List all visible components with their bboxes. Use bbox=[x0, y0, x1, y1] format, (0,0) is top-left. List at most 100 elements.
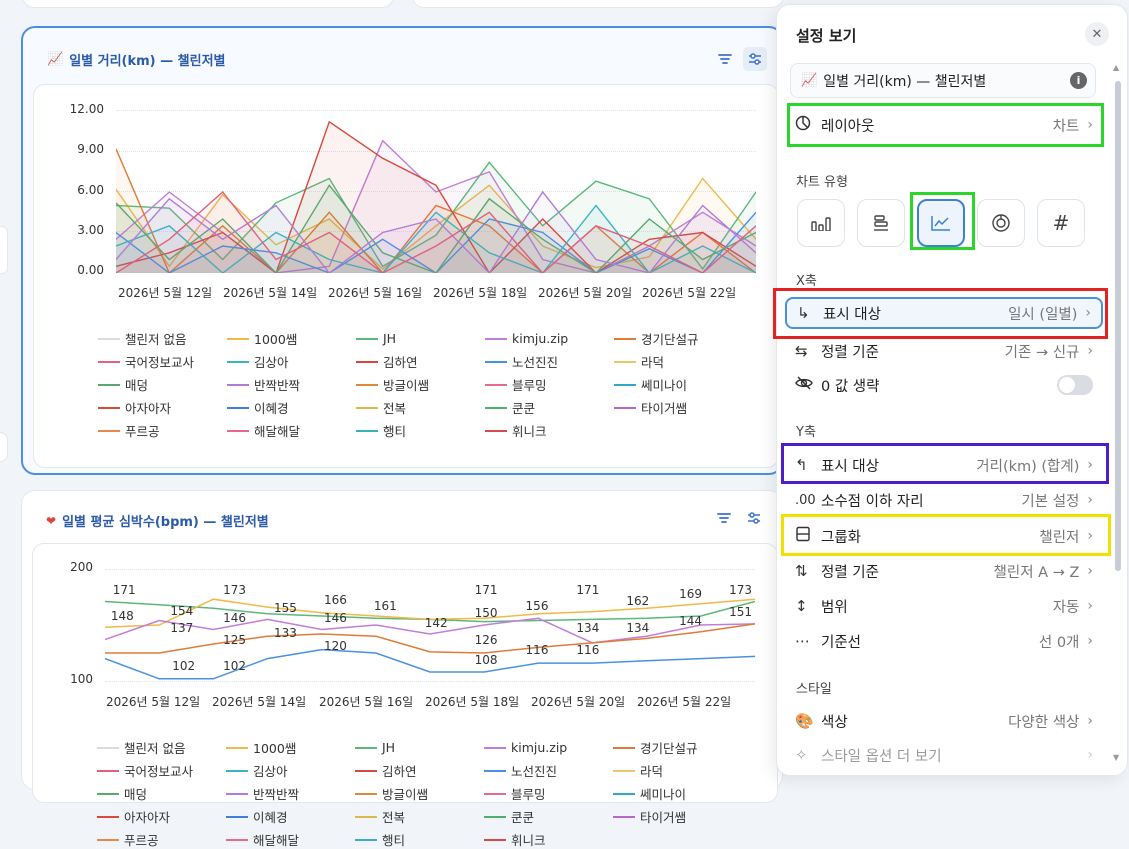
legend-swatch bbox=[98, 383, 120, 386]
legend-item[interactable]: 챌린저 없음 bbox=[98, 329, 227, 348]
distance-chart-card[interactable]: 📈 일별 거리(km) — 챌린저별 12.00 9.00 6.00 3.00 … bbox=[21, 26, 783, 475]
legend-label: 쎄미나이 bbox=[640, 787, 687, 802]
legend-item[interactable]: 해달해달 bbox=[226, 830, 355, 849]
heart-rate-plot bbox=[105, 598, 755, 680]
legend-item[interactable]: 푸르공 bbox=[97, 830, 226, 849]
series-line bbox=[105, 598, 755, 628]
legend-item[interactable]: 노선진진 bbox=[484, 761, 613, 780]
legend-item[interactable]: 전복 bbox=[355, 807, 484, 826]
legend-item[interactable]: 챌린저 없음 bbox=[97, 738, 226, 757]
panel-scrollbar-thumb[interactable] bbox=[1115, 81, 1121, 571]
legend-swatch bbox=[97, 792, 119, 795]
horizontal-bar-icon[interactable] bbox=[857, 199, 905, 247]
series-line bbox=[105, 648, 755, 680]
legend-item[interactable]: 1000쌤 bbox=[226, 738, 355, 757]
legend-swatch bbox=[355, 769, 377, 772]
filter-icon[interactable] bbox=[713, 47, 737, 71]
baseline-row[interactable]: ⋯ 기준선 선 0개 › bbox=[795, 632, 1093, 651]
y-tick: 6.00 bbox=[77, 183, 104, 197]
data-label: 150 bbox=[474, 606, 498, 620]
legend-item[interactable]: 타이거쌤 bbox=[614, 398, 743, 417]
scroll-up-icon[interactable]: ▲ bbox=[1113, 63, 1120, 72]
legend-item[interactable]: 쿤쿤 bbox=[485, 398, 614, 417]
legend-item[interactable]: kimju.zip bbox=[484, 738, 613, 757]
legend-item[interactable]: 이혜경 bbox=[227, 398, 356, 417]
legend-item[interactable]: 김상아 bbox=[227, 352, 356, 371]
scroll-down-icon[interactable]: ▼ bbox=[1113, 753, 1120, 762]
legend-item[interactable]: 행티 bbox=[356, 421, 485, 440]
pie-chart-icon[interactable] bbox=[977, 199, 1025, 247]
legend-item[interactable]: 블루밍 bbox=[485, 375, 614, 394]
x-display-row[interactable]: ↳ 표시 대상 일시 (일별) › bbox=[785, 297, 1103, 329]
series-area bbox=[116, 162, 756, 273]
number-icon[interactable]: # bbox=[1037, 199, 1085, 247]
line-chart-icon[interactable] bbox=[917, 199, 965, 247]
x-sort-row[interactable]: ⇆ 정렬 기준 기존 → 신규 › bbox=[795, 342, 1093, 361]
legend-item[interactable]: JH bbox=[356, 329, 485, 348]
legend-item[interactable]: 1000쌤 bbox=[227, 329, 356, 348]
legend-item[interactable]: 이혜경 bbox=[226, 807, 355, 826]
y-tick: 200 bbox=[70, 560, 93, 574]
legend-item[interactable]: 타이거쌤 bbox=[613, 807, 742, 826]
legend-item[interactable]: 라덕 bbox=[614, 352, 743, 371]
info-icon[interactable]: i bbox=[1070, 72, 1087, 89]
color-row[interactable]: 🎨 색상 다양한 색상 › bbox=[795, 712, 1093, 731]
legend-item[interactable]: 국어정보교사 bbox=[97, 761, 226, 780]
series-line bbox=[116, 190, 756, 273]
legend-item[interactable]: 블루밍 bbox=[484, 784, 613, 803]
data-label: 133 bbox=[274, 626, 297, 640]
y-display-row[interactable]: ↰ 표시 대상 거리(km) (합계) › bbox=[795, 456, 1093, 475]
data-label: 166 bbox=[323, 593, 347, 607]
legend-item[interactable]: 방글이쌤 bbox=[356, 375, 485, 394]
eye-off-icon bbox=[795, 376, 821, 394]
range-row[interactable]: ↕ 범위 자동 › bbox=[795, 597, 1093, 616]
legend-item[interactable]: 전복 bbox=[356, 398, 485, 417]
legend-item[interactable]: 국어정보교사 bbox=[98, 352, 227, 371]
omit-zero-toggle[interactable] bbox=[1057, 375, 1093, 395]
legend-swatch bbox=[356, 383, 378, 386]
legend-item[interactable]: 휘니크 bbox=[484, 830, 613, 849]
heart-rate-chart-card[interactable]: ❤ 일별 평균 심박수(bpm) — 챌린저별 200 100 171 148 15… bbox=[21, 490, 783, 848]
chart-area: 200 100 171 148 154 137 173 146 125 102 102 155 13… bbox=[32, 543, 778, 848]
x-tick: 2026년 5월 12일 bbox=[106, 695, 201, 709]
legend-item[interactable]: 해달해달 bbox=[227, 421, 356, 440]
legend-item[interactable]: 쿤쿤 bbox=[484, 807, 613, 826]
legend-item[interactable]: kimju.zip bbox=[485, 329, 614, 348]
legend-item[interactable]: 김하연 bbox=[356, 352, 485, 371]
legend-item[interactable]: 반짝반짝 bbox=[227, 375, 356, 394]
legend-label: 해달해달 bbox=[254, 424, 301, 439]
layout-row[interactable]: 레이아웃 차트 › bbox=[785, 109, 1103, 141]
legend-item[interactable]: 쎄미나이 bbox=[613, 784, 742, 803]
legend-item[interactable]: 김하연 bbox=[355, 761, 484, 780]
legend-item[interactable]: 방글이쌤 bbox=[355, 784, 484, 803]
legend-item[interactable]: 경기단설규 bbox=[614, 329, 743, 348]
decimals-row[interactable]: .00 소수점 이하 자리 기본 설정 › bbox=[795, 492, 1093, 510]
settings-sliders-icon[interactable] bbox=[742, 506, 766, 530]
style-section: 스타일 bbox=[796, 682, 832, 697]
legend-item[interactable]: 매덩 bbox=[97, 784, 226, 803]
legend-item[interactable]: 행티 bbox=[355, 830, 484, 849]
legend-item[interactable]: 아자아자 bbox=[98, 398, 227, 417]
legend-label: 국어정보교사 bbox=[125, 355, 195, 370]
legend-item[interactable]: 노선진진 bbox=[485, 352, 614, 371]
settings-sliders-icon[interactable] bbox=[743, 47, 767, 71]
more-style-row[interactable]: ✧ 스타일 옵션 더 보기 › bbox=[795, 746, 1093, 765]
close-icon[interactable]: ✕ bbox=[1085, 22, 1109, 46]
legend-item[interactable]: JH bbox=[355, 738, 484, 757]
legend-item[interactable]: 경기단설규 bbox=[613, 738, 742, 757]
x-tick: 2026년 5월 16일 bbox=[328, 286, 423, 300]
legend-item[interactable]: 쎄미나이 bbox=[614, 375, 743, 394]
legend-swatch bbox=[97, 838, 119, 841]
legend-item[interactable]: 라덕 bbox=[613, 761, 742, 780]
legend-item[interactable]: 매덩 bbox=[98, 375, 227, 394]
y-sort-row[interactable]: ⇅ 정렬 기준 챌린저 A → Z › bbox=[795, 562, 1093, 581]
legend-item[interactable]: 김상아 bbox=[226, 761, 355, 780]
legend-item[interactable]: 아자아자 bbox=[97, 807, 226, 826]
filter-icon[interactable] bbox=[712, 506, 736, 530]
bar-chart-icon[interactable] bbox=[797, 199, 845, 247]
legend-item[interactable]: 휘니크 bbox=[485, 421, 614, 440]
chart-selector[interactable]: 📈 일별 거리(km) — 챌린저별 i bbox=[790, 63, 1096, 98]
legend-item[interactable]: 반짝반짝 bbox=[226, 784, 355, 803]
legend-item[interactable]: 푸르공 bbox=[98, 421, 227, 440]
grouping-row[interactable]: 그룹화 챌린저 › bbox=[785, 520, 1103, 552]
